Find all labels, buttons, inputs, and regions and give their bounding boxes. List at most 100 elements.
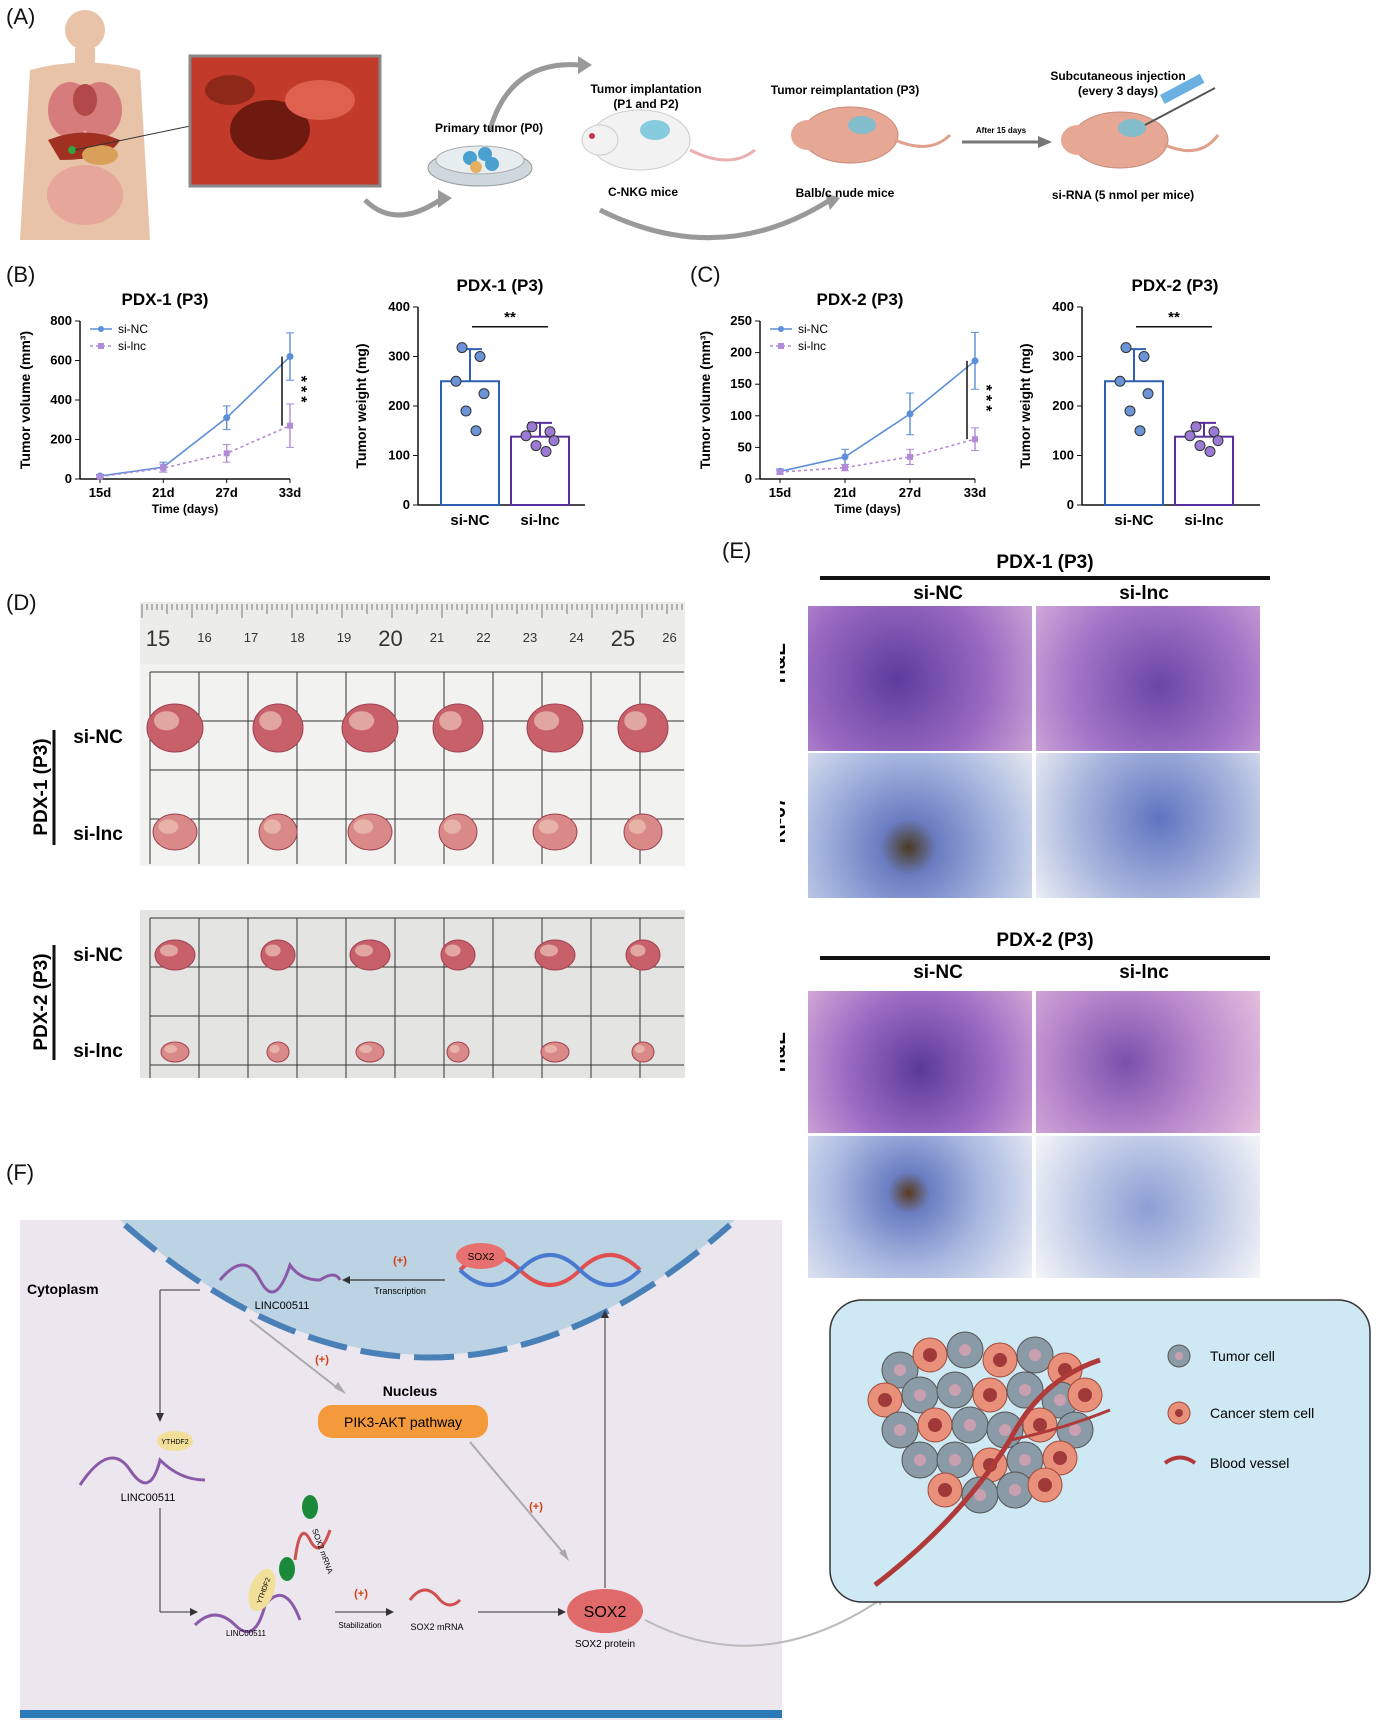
tumor-highlight (269, 1045, 280, 1053)
linc-nucleus-label: LINC00511 (255, 1300, 310, 1312)
histo-pdx1-title: PDX-1 (P3) (996, 552, 1093, 573)
series-line (779, 438, 976, 473)
pdx1-weight-chart: PDX-1 (P3) 0 100 200 300 400 Tumor weight (mg)… (353, 276, 585, 529)
tumor-highlight (359, 1045, 373, 1053)
y-tick-label: 600 (50, 353, 72, 368)
tumor-sample (266, 1041, 290, 1063)
legend-blood-vessel: Blood vessel (1210, 1455, 1289, 1471)
cancer-stem-cell-nucleus (878, 1393, 892, 1407)
tumor-sample (258, 813, 298, 851)
ruler-number: 21 (430, 630, 444, 645)
tumor-highlight (263, 819, 281, 834)
tumor-highlight (355, 944, 373, 957)
panel-label-b: (B) (6, 262, 36, 287)
sox2-protein (567, 1589, 643, 1633)
sox2-mrna-label: SOX2 mRNA (410, 1622, 463, 1632)
histo-pdx1-col-lnc: si-lnc (1119, 583, 1169, 604)
tumor-cell-nucleus (1054, 1394, 1066, 1406)
significance-mark: *** (292, 376, 309, 407)
tumor-cell-nucleus (914, 1389, 926, 1401)
data-point (1124, 405, 1136, 417)
data-point (1134, 425, 1146, 437)
chart-title: PDX-2 (P3) (817, 290, 904, 309)
plus-stabilization: (+) (354, 1588, 368, 1600)
tumor-highlight (443, 819, 461, 834)
tumor-highlight (265, 944, 281, 957)
y-tick-label: 200 (50, 432, 72, 447)
y-tick-label: 200 (1052, 398, 1074, 413)
tumor-highlight (439, 711, 462, 731)
sox2-protein-label: SOX2 protein (575, 1639, 635, 1650)
y-tick-label: 0 (745, 471, 752, 486)
ruler-number: 20 (378, 626, 402, 651)
tumor-sample (526, 703, 584, 753)
y-tick-label: 300 (388, 349, 410, 364)
tumor-sample (160, 1041, 190, 1063)
transcription-label: Transcription (374, 1286, 426, 1296)
tumor-sample (146, 703, 204, 753)
tumor-cell-nucleus (964, 1419, 976, 1431)
cancer-stem-cell-nucleus (938, 1483, 952, 1497)
chart-title: PDX-2 (P3) (1132, 276, 1219, 295)
pdx2-row-label: PDX-2 (P3) (31, 953, 52, 1050)
ruler-number: 25 (611, 626, 635, 651)
after15-label: After 15 days (976, 126, 1027, 135)
tumor-sample (532, 813, 578, 851)
tumor-cell-nucleus (894, 1424, 906, 1436)
sirna-label: si-RNA (5 nmol per mice) (1052, 188, 1194, 202)
panel-label-c: (C) (690, 262, 721, 287)
tumor-sample (152, 813, 198, 851)
y-axis-label: Tumor volume (mm³) (697, 331, 713, 469)
tumor-cell-nucleus (959, 1344, 971, 1356)
cancer-stem-cell-nucleus (993, 1353, 1007, 1367)
tumor-cell-cluster (867, 1331, 1103, 1514)
pdx1-silnc-label: si-lnc (73, 824, 123, 845)
tumor-sample (260, 939, 296, 971)
y-tick-label: 200 (388, 398, 410, 413)
histo-pdx1-he-label: H&E (780, 643, 790, 683)
ki67-pdx2-sinc-image (808, 1136, 1032, 1278)
cancer-stem-cell-nucleus (1053, 1451, 1067, 1465)
tumor-highlight (628, 819, 646, 834)
tumor-highlight (540, 944, 558, 957)
tumor-highlight (449, 1045, 460, 1053)
x-tick-label: si-lnc (520, 512, 559, 529)
legend-label: si-lnc (118, 339, 146, 353)
sox2-tf-label: SOX2 (468, 1252, 495, 1263)
injection-mouse (1061, 73, 1220, 169)
cytoplasm-label: Cytoplasm (27, 1281, 99, 1297)
cancer-stem-cell-nucleus (983, 1388, 997, 1402)
balbc-mouse (791, 106, 952, 164)
y-tick-label: 100 (388, 448, 410, 463)
tumor-cell-nucleus (974, 1489, 986, 1501)
tumor-highlight (154, 711, 180, 731)
data-point (470, 425, 482, 437)
ythdf2-bottom (248, 1568, 276, 1612)
ruler-number: 19 (337, 630, 351, 645)
plus-pathway: (+) (315, 1354, 329, 1366)
balbc-label: Balb/c nude mice (796, 186, 895, 200)
ruler-number: 26 (662, 630, 676, 645)
series-line (779, 360, 976, 473)
x-axis-label: Time (days) (152, 502, 218, 516)
panel-label-e: (E) (722, 538, 752, 563)
tumor-sample (631, 1041, 655, 1063)
primary-tumor-label: Primary tumor (P0) (435, 121, 543, 135)
cnkg-label: C-NKG mice (608, 185, 678, 199)
ki67-pdx1-sinc-image (808, 753, 1032, 898)
workflow-schematic: Primary tumor (P0) Tumor implantation (P… (20, 10, 1220, 241)
ruler-number: 16 (197, 630, 211, 645)
cancer-stem-cell-nucleus (1033, 1418, 1047, 1432)
legend-label: si-lnc (798, 339, 826, 353)
x-tick-label: 21d (152, 485, 174, 500)
sox2-protein-center: SOX2 (584, 1604, 627, 1621)
linc-bottom-label: LINC00511 (226, 1629, 266, 1638)
histo-pdx2-title: PDX-2 (P3) (996, 930, 1093, 951)
y-tick-label: 50 (738, 439, 752, 454)
tumor-sample (540, 1041, 570, 1063)
legend-label: si-NC (798, 322, 828, 336)
legend-marker (778, 343, 784, 349)
data-point (1184, 430, 1196, 442)
y-tick-label: 100 (730, 408, 752, 423)
panel-label-f: (F) (6, 1160, 35, 1185)
